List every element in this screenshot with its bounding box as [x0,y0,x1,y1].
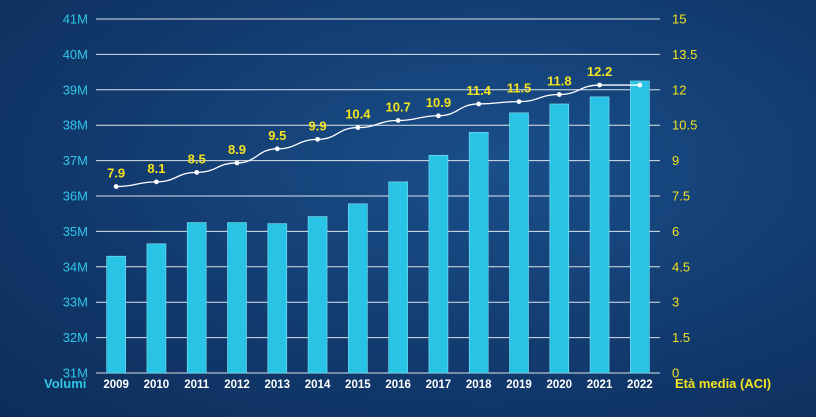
line-series-eta-media [113,82,643,189]
x-tick-label: 2010 [144,379,170,391]
x-tick-label: 2017 [426,379,452,391]
line-point [194,170,200,175]
bar [186,222,207,374]
bar [106,255,126,374]
line-point [395,118,401,123]
x-tick-label: 2015 [345,379,371,391]
x-tick-label: 2012 [224,379,250,391]
bar [348,203,368,374]
data-label: 9.9 [309,118,327,133]
right-tick-label: 9 [672,153,679,168]
line-point [355,125,361,130]
left-tick-label: 34M [63,259,88,274]
line-path [116,84,640,188]
data-label: 10.9 [426,95,451,110]
line-point [476,101,482,107]
bar [509,112,529,374]
x-tick-label: 2019 [506,379,532,391]
bar [549,103,570,374]
line-point [234,160,240,166]
left-tick-label: 39M [63,82,88,97]
bar [468,131,489,374]
left-axis-title: Volumi [44,376,86,391]
left-tick-label: 33M [63,295,88,310]
right-tick-label: 13.5 [672,47,697,62]
x-tick-label: 2018 [466,379,492,391]
data-label: 11.8 [547,74,572,89]
bar [307,216,328,374]
bar [227,222,247,374]
left-tick-label: 32M [63,330,88,345]
data-label: 8.9 [228,142,246,157]
line-point [436,113,441,119]
right-tick-label: 0 [672,366,679,381]
data-label: 10.4 [345,107,371,122]
left-tick-label: 36M [63,189,88,204]
bar [428,154,449,374]
right-tick-label: 3 [672,295,679,310]
right-axis-title: Età media (ACI) [675,376,771,391]
x-tick-label: 2021 [587,379,613,391]
right-tick-label: 1.5 [672,330,690,345]
line-point [113,184,119,189]
data-label: 12.2 [587,64,612,79]
x-tick-label: 2022 [627,379,653,391]
x-axis-ticks: 2009 2010 2011 2012 2013 2014 2015 2016 2017 2018… [103,379,652,391]
gridlines [96,18,660,374]
x-tick-label: 2011 [184,379,210,391]
data-label: 11.4 [466,83,491,98]
line-point [597,82,602,88]
bar [630,80,650,374]
x-tick-label: 2009 [103,379,129,391]
left-tick-label: 38M [63,118,88,133]
bar-series-volumi [106,80,650,374]
x-tick-label: 2020 [546,379,572,391]
x-tick-label: 2016 [385,379,411,391]
data-label: 8.1 [147,161,165,176]
line-point [274,146,280,152]
data-label: 7.9 [107,166,125,181]
data-label: 8.5 [188,151,206,166]
left-tick-label: 37M [63,153,88,168]
data-label: 11.5 [507,81,532,96]
left-tick-label: 40M [63,47,88,62]
right-axis-ticks: 0 1.5 3 4.5 6 7.5 9 10.5 12 13.5 15 [672,12,697,381]
right-tick-label: 7.5 [672,189,690,204]
x-tick-label: 2013 [264,379,290,391]
left-tick-label: 35M [63,224,88,239]
bar [589,96,610,374]
left-axis-ticks: 31M 32M 33M 34M 35M 36M 37M 38M 39M 40M 41M [63,12,88,381]
right-tick-label: 15 [672,12,686,27]
bar [388,181,408,374]
bar [146,243,167,374]
x-tick-label: 2014 [305,379,331,391]
left-tick-label: 31M [63,366,88,381]
right-tick-label: 10.5 [672,118,697,133]
line-point [154,179,159,185]
left-tick-label: 41M [63,12,88,27]
data-label: 10.7 [385,99,410,114]
line-point [556,92,562,97]
data-label: 9.5 [268,128,286,143]
line-point [637,82,643,88]
data-labels: 7.9 8.1 8.5 8.9 9.5 9.9 10.4 10.7 10.9 11.4 11.5 11… [107,64,612,180]
right-tick-label: 6 [672,224,679,239]
right-tick-label: 12 [672,82,686,97]
bar [267,223,288,374]
line-point [516,99,522,104]
right-tick-label: 4.5 [672,259,690,274]
line-point [315,136,320,142]
